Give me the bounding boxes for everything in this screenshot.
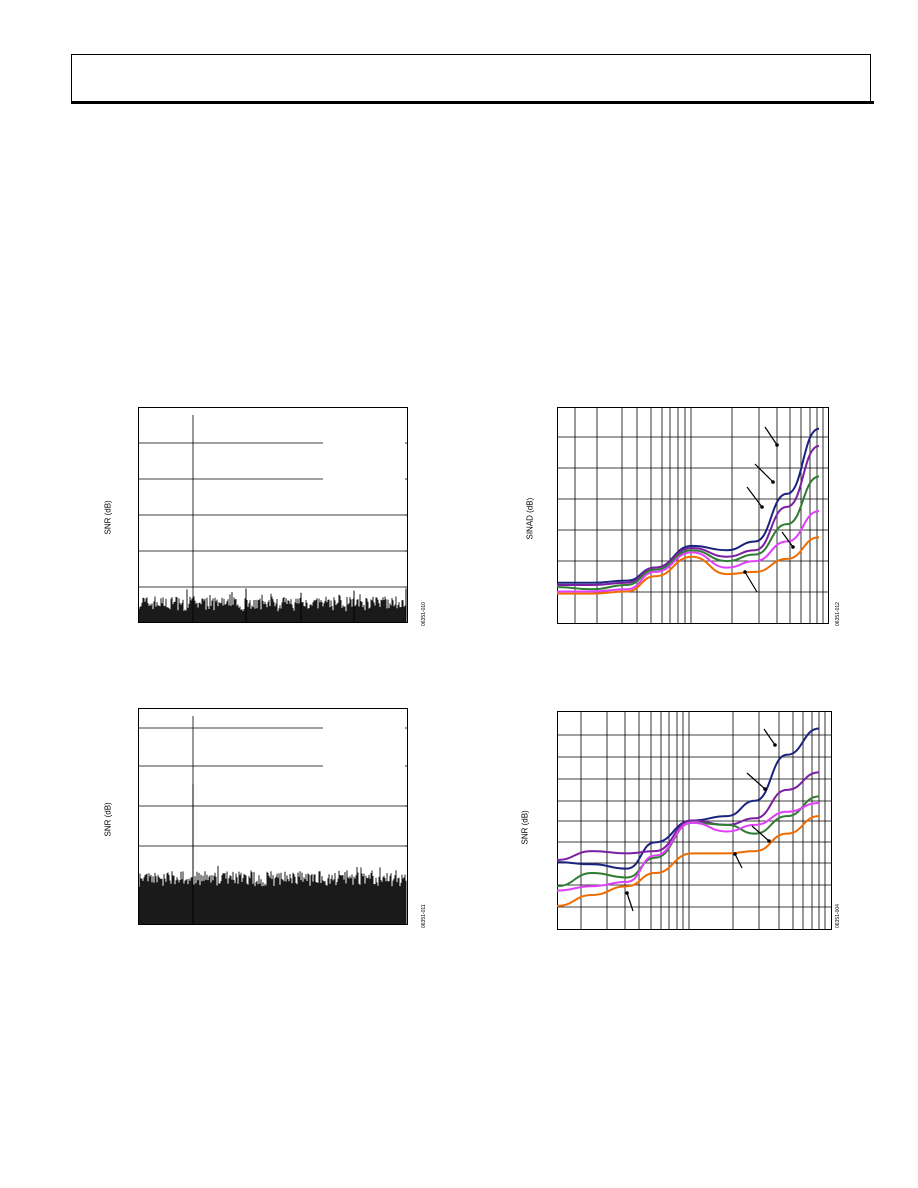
series-line-3: [557, 510, 820, 593]
series-line-0: [557, 427, 820, 584]
annotation-arrow: [763, 728, 776, 746]
fig1-plot: [138, 407, 408, 623]
annotation-arrow: [746, 486, 763, 508]
fig4-code: 06351-004: [835, 904, 841, 928]
series-line-3: [557, 801, 820, 892]
arrow-head: [625, 891, 629, 895]
series-line-4: [557, 536, 820, 595]
plot-frame: [557, 711, 832, 930]
fig2-ylabel: SINAD (dB): [525, 497, 535, 540]
fig3-plot: [138, 708, 408, 925]
fig1-fft-chart: [138, 407, 408, 623]
fig2-code: 06351-012: [835, 602, 841, 626]
series-line-2: [557, 795, 820, 888]
series-line-1: [557, 445, 820, 586]
page-header-box: [71, 54, 871, 102]
annotation-arrow: [746, 772, 766, 790]
series-line-4: [557, 815, 820, 907]
series-line-2: [557, 475, 820, 591]
fig4-ylabel: SNR (dB): [520, 810, 530, 845]
arrow-head: [743, 570, 747, 574]
series-line-1: [557, 771, 820, 861]
annotation-arrow: [754, 463, 774, 483]
header-rule: [71, 101, 874, 104]
noise-floor: [138, 589, 407, 623]
annotation-arrow: [781, 531, 794, 548]
fig4-snr-chart: [557, 711, 832, 930]
arrow-head: [775, 443, 779, 447]
plot-frame: [557, 407, 829, 624]
fig3-fft-chart: [138, 708, 408, 925]
arrow-head: [767, 839, 771, 843]
arrow-head: [733, 852, 737, 856]
fig3-ylabel: SNR (dB): [103, 802, 113, 837]
annotation-arrow: [764, 426, 778, 446]
arrow-head: [791, 545, 795, 549]
arrow-head: [773, 743, 777, 747]
annotation-arrow: [626, 892, 634, 912]
annotation-arrow: [751, 825, 770, 842]
fig4-plot: [557, 711, 832, 930]
annotation-arrow: [744, 571, 758, 593]
arrow-head: [771, 480, 775, 484]
noise-floor: [138, 865, 407, 925]
fig1-code: 06351-010: [421, 602, 427, 626]
fig2-sinad-chart: [557, 407, 829, 624]
fig1-ylabel: SNR (dB): [103, 500, 113, 535]
fig3-code: 06351-011: [421, 904, 427, 928]
fig2-plot: [557, 407, 829, 624]
series-line-0: [557, 727, 820, 870]
arrow-head: [763, 787, 767, 791]
annotation-arrow: [734, 853, 743, 869]
arrow-head: [760, 505, 764, 509]
